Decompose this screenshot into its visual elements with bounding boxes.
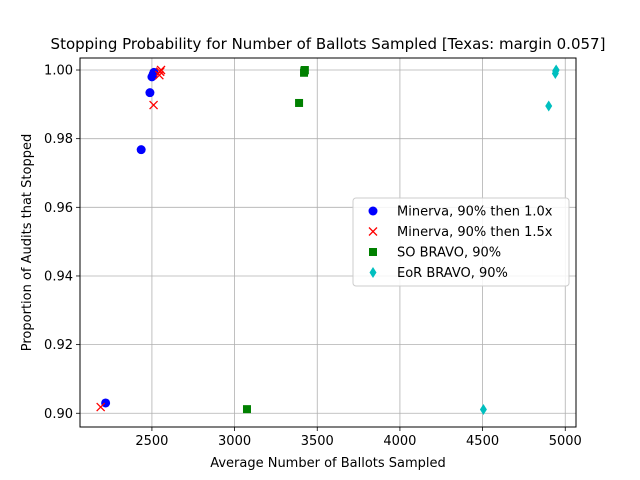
chart-title: Stopping Probability for Number of Ballo… [51, 35, 606, 53]
y-tick-label: 0.94 [44, 269, 73, 284]
legend-box [352, 197, 570, 287]
y-tick-label: 0.92 [44, 338, 73, 353]
legend-entry-label: SO BRAVO, 90% [397, 246, 501, 261]
data-point [149, 67, 159, 77]
data-point [136, 145, 146, 155]
y-tick-label: 0.98 [44, 132, 73, 147]
series-4 [479, 64, 560, 415]
legend-marker [369, 267, 377, 278]
series-2 [96, 65, 166, 412]
data-point [96, 402, 106, 412]
data-point [295, 98, 304, 107]
x-tick-label: 4000 [383, 434, 416, 449]
x-tick-label: 2500 [135, 434, 168, 449]
y-tick-label: 1.00 [44, 64, 73, 79]
series-1 [101, 67, 159, 408]
data-point [242, 405, 251, 414]
legend-marker [368, 227, 378, 236]
x-tick-label: 3500 [301, 434, 334, 449]
legend-marker [368, 206, 378, 216]
plot-frame [79, 57, 577, 428]
x-tick-label: 4500 [466, 434, 499, 449]
y-axis-ticks: 0.90 0.92 0.94 0.96 0.98 1.00 [44, 64, 80, 422]
data-point [300, 66, 309, 75]
y-axis-label: Proportion of Audits that Stopped [20, 134, 35, 351]
x-axis-ticks: 2500 3000 3500 4000 4500 5000 [135, 427, 582, 449]
data-point [154, 70, 164, 80]
data-point [156, 65, 166, 75]
legend-entry-label: Minerva, 90% then 1.5x [397, 225, 553, 240]
data-point [479, 403, 487, 415]
data-point [552, 64, 560, 76]
legend: Minerva, 90% then 1.0x Minerva, 90% then … [352, 197, 570, 287]
y-tick-label: 0.96 [44, 201, 73, 216]
data-point [145, 88, 155, 98]
x-tick-label: 3000 [218, 434, 251, 449]
y-tick-label: 0.90 [44, 407, 73, 422]
x-axis-label: Average Number of Ballots Sampled [210, 456, 446, 471]
data-points [96, 64, 560, 415]
legend-entry-label: EoR BRAVO, 90% [397, 266, 508, 281]
data-point [149, 100, 159, 110]
legend-marker [369, 248, 377, 256]
series-3 [242, 66, 309, 414]
data-point [545, 100, 553, 112]
x-tick-label: 5000 [549, 434, 582, 449]
legend-entry-label: Minerva, 90% then 1.0x [397, 205, 553, 220]
